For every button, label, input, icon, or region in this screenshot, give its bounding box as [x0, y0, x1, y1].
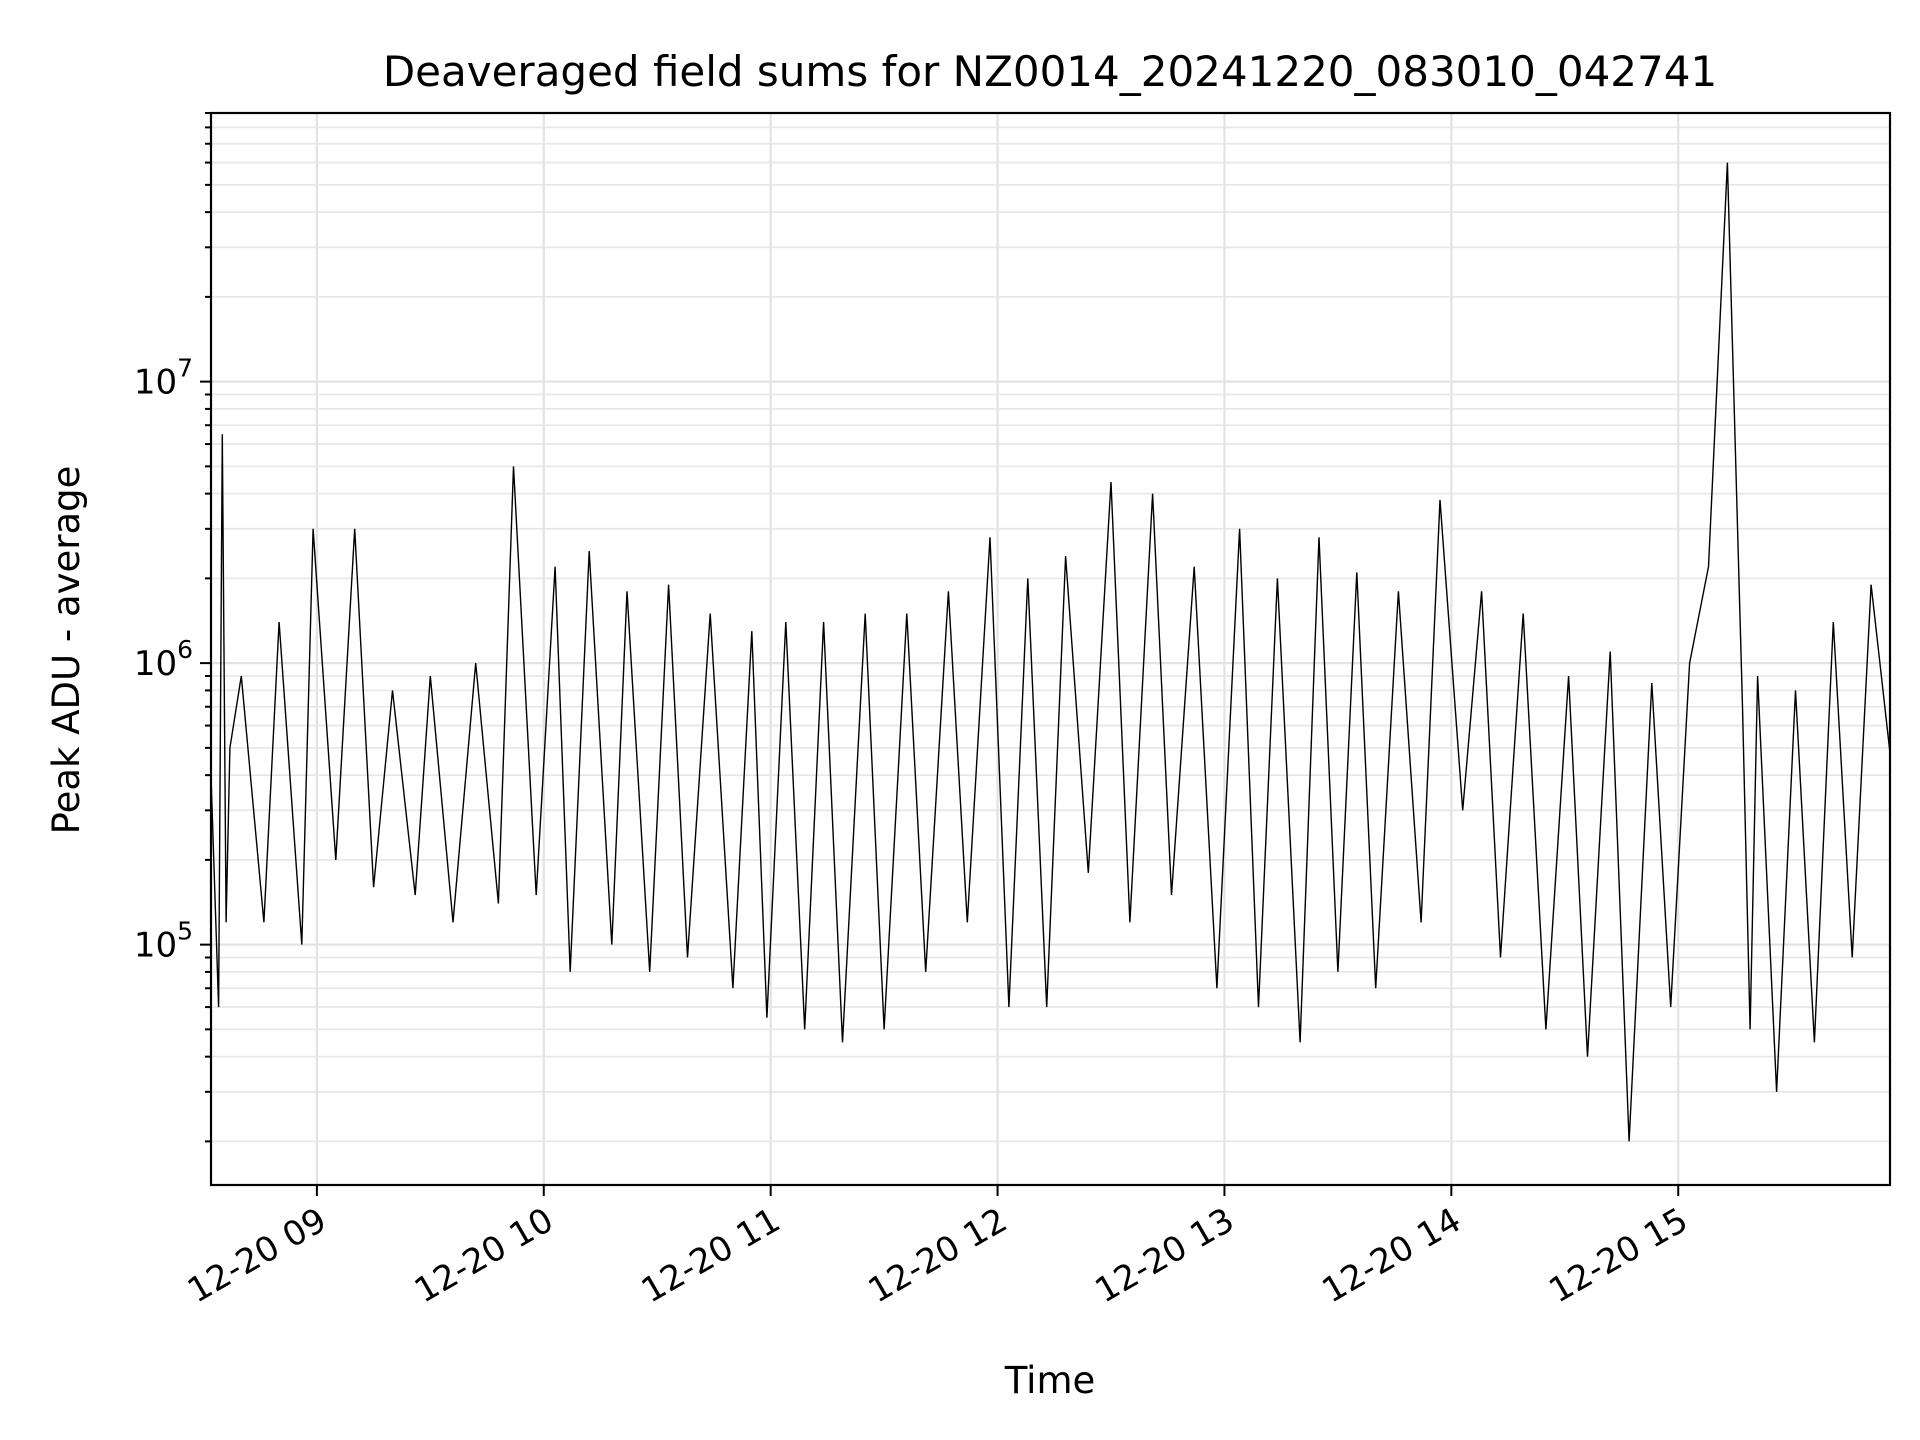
y-axis: 105 106 107: [134, 354, 211, 966]
y-axis-label: Peak ADU - average: [45, 466, 88, 835]
chart-title: Deaveraged field sums for NZ0014_2024122…: [383, 47, 1717, 96]
y-tick-label: 107: [134, 354, 193, 403]
chart-grid: [205, 112, 1890, 1185]
plot-frame: [209, 111, 1892, 1187]
y-tick-label: 105: [134, 917, 193, 966]
series-line: [210, 162, 1891, 1142]
series-group: [210, 162, 1891, 1142]
y-tick-label: 106: [134, 635, 193, 684]
x-axis-label: Time: [1004, 1359, 1096, 1402]
